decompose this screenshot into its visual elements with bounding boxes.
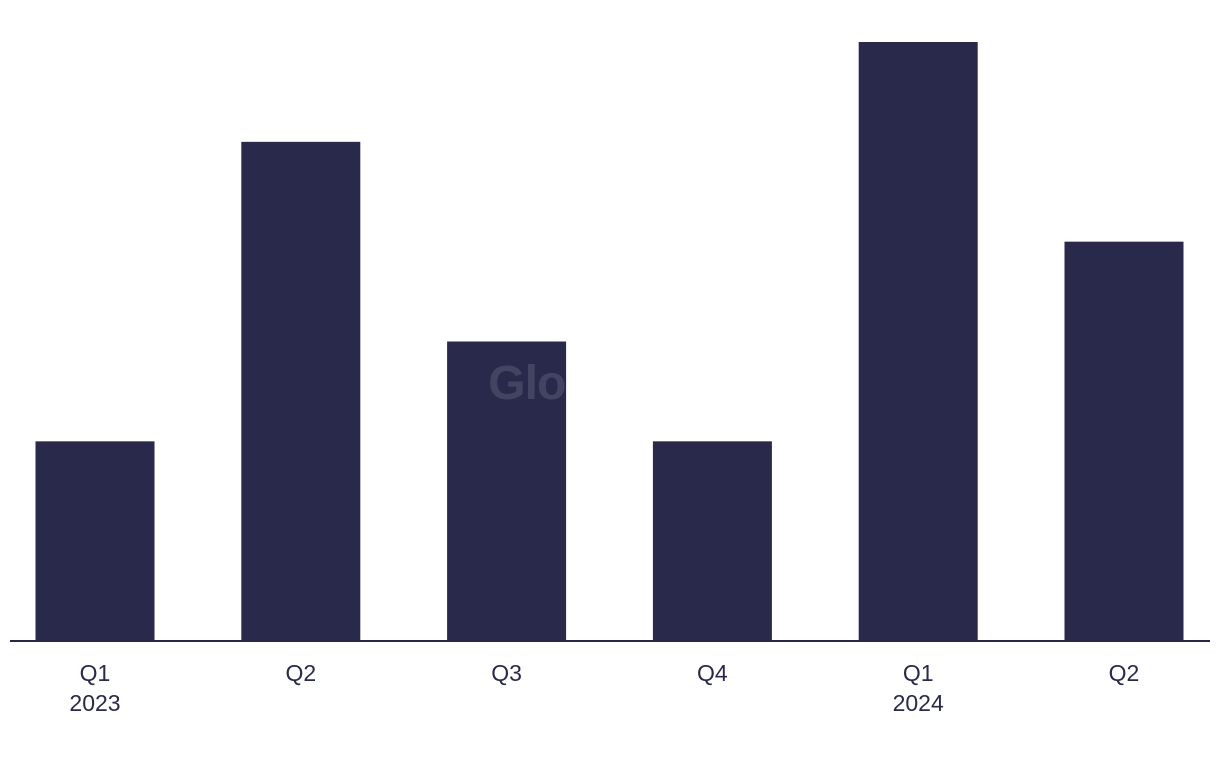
bar: [35, 441, 155, 641]
bar: [447, 341, 567, 641]
x-tick-label: Q4: [697, 660, 728, 686]
x-tick-label: Q1 2023: [69, 660, 121, 716]
x-tick-label: Q2: [1108, 660, 1140, 686]
watermark: GlobalData: [488, 357, 732, 410]
x-tick-label: Q3: [491, 660, 522, 686]
bar: [241, 141, 361, 642]
bar: [652, 441, 772, 641]
x-tick-label: Q2: [285, 660, 317, 686]
bar: [858, 42, 978, 641]
bar: [1064, 241, 1184, 641]
x-tick-label: Q1 2024: [892, 660, 944, 716]
